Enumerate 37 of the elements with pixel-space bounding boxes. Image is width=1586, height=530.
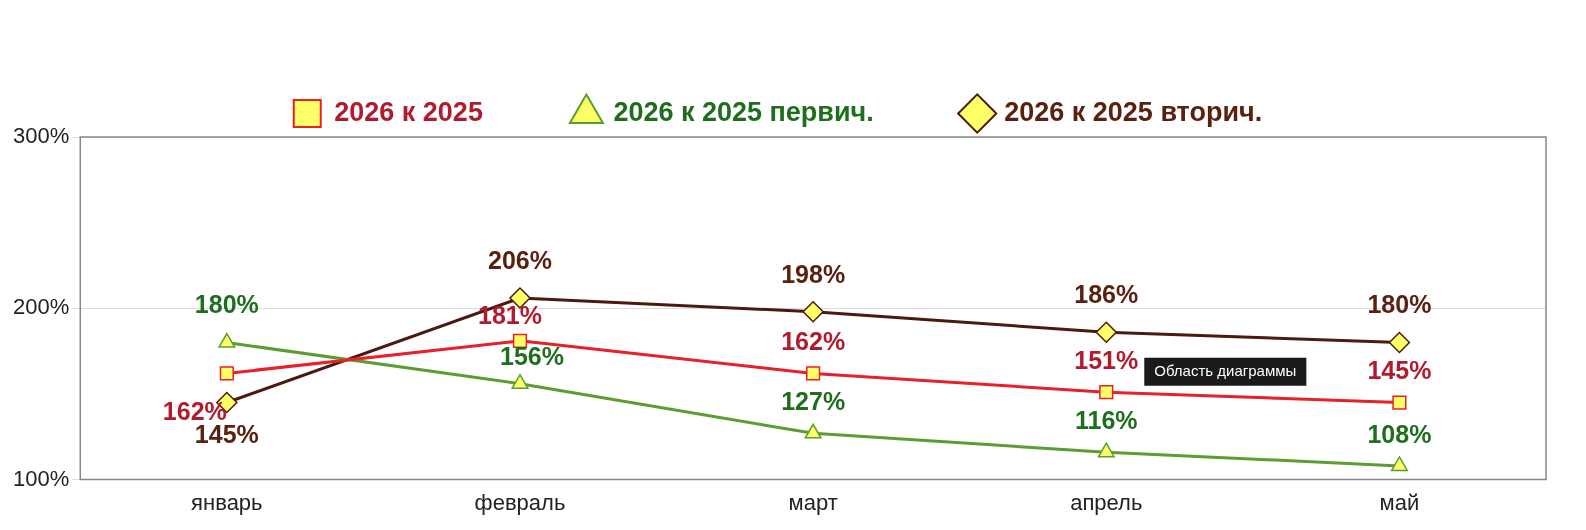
data-label: 162% <box>781 327 846 356</box>
data-label: 180% <box>1367 290 1432 319</box>
legend-label: 2026 к 2025 первич. <box>613 96 874 127</box>
x-tick-label: февраль <box>474 489 566 515</box>
point <box>806 366 821 381</box>
x-tick-label: апрель <box>1070 489 1143 515</box>
x-tick-label: март <box>788 489 838 515</box>
point <box>1390 456 1408 472</box>
y-tick-label: 300% <box>12 123 70 149</box>
y-tick-label: 200% <box>12 294 70 320</box>
point <box>219 366 234 381</box>
point <box>1097 442 1115 458</box>
data-label: 156% <box>500 341 564 370</box>
point <box>1392 395 1407 410</box>
data-label: 127% <box>781 387 846 416</box>
legend-label: 2026 к 2025 вторич. <box>1004 96 1263 127</box>
point <box>1388 331 1411 354</box>
data-label: 145% <box>1367 356 1432 385</box>
x-tick-label: январь <box>191 489 263 515</box>
point <box>512 333 528 348</box>
legend-label: 2026 к 2025 <box>334 96 483 127</box>
data-label: 116% <box>1075 406 1138 435</box>
point <box>804 423 822 439</box>
point <box>1095 321 1118 344</box>
x-tick-label: май <box>1379 489 1420 515</box>
point <box>1099 385 1114 400</box>
point <box>511 373 529 389</box>
data-label: 198% <box>781 259 846 288</box>
point <box>802 300 824 323</box>
data-label: 180% <box>194 290 259 319</box>
data-label: 181% <box>478 300 542 329</box>
data-label: 186% <box>1074 280 1139 309</box>
data-label: 151% <box>1074 346 1139 375</box>
data-label: 206% <box>488 245 552 274</box>
y-tick-label: 100% <box>12 465 70 491</box>
annotation: Область диаграммы <box>1154 361 1297 379</box>
data-label: 108% <box>1367 419 1432 448</box>
